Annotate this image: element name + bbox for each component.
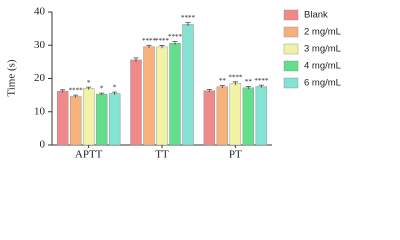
bar bbox=[143, 46, 155, 146]
significance-label: * bbox=[87, 79, 91, 87]
error-bar bbox=[112, 91, 118, 95]
legend-label: 4 mg/mL bbox=[304, 61, 341, 72]
bar bbox=[130, 59, 142, 146]
bar bbox=[108, 93, 121, 146]
bar bbox=[156, 46, 168, 146]
legend-swatch bbox=[283, 43, 299, 55]
legend-label: 2 mg/mL bbox=[304, 27, 341, 38]
significance-label: ** bbox=[245, 78, 253, 86]
y-axis-label: Time (s) bbox=[6, 59, 18, 97]
bar bbox=[95, 93, 108, 146]
y-tick-label: 40 bbox=[34, 6, 46, 18]
error-bar bbox=[172, 41, 178, 45]
error-bar bbox=[60, 89, 66, 93]
legend-swatch bbox=[283, 60, 299, 72]
error-bar bbox=[206, 89, 212, 93]
significance-label: * bbox=[100, 85, 104, 93]
significance-label: * bbox=[113, 84, 117, 92]
error-bar bbox=[86, 86, 92, 90]
error-bar bbox=[133, 57, 139, 62]
y-tick-label: 20 bbox=[34, 72, 46, 84]
error-bar bbox=[146, 44, 152, 48]
legend-swatch bbox=[283, 77, 299, 89]
error-bar bbox=[159, 45, 165, 49]
significance-label: **** bbox=[168, 33, 183, 41]
x-tick-label: APTT bbox=[75, 149, 103, 159]
error-bar bbox=[258, 84, 264, 88]
bar bbox=[229, 83, 242, 146]
error-bar bbox=[73, 94, 79, 98]
legend-swatch bbox=[283, 9, 299, 21]
error-bar bbox=[232, 81, 238, 86]
y-tick-label: 30 bbox=[34, 39, 46, 51]
significance-label: **** bbox=[155, 37, 170, 45]
bar bbox=[82, 88, 95, 146]
significance-label: **** bbox=[181, 14, 196, 22]
significance-label: **** bbox=[254, 77, 269, 85]
legend-swatch bbox=[283, 26, 299, 38]
bar bbox=[56, 90, 69, 146]
bar bbox=[182, 24, 194, 146]
bar bbox=[69, 96, 82, 146]
bar bbox=[216, 86, 229, 146]
significance-label: **** bbox=[228, 73, 243, 81]
error-bar bbox=[245, 86, 251, 90]
y-tick-label: 10 bbox=[34, 105, 46, 117]
bar bbox=[255, 86, 268, 146]
error-bar bbox=[185, 22, 191, 26]
error-bar bbox=[99, 92, 105, 96]
legend-label: 3 mg/mL bbox=[304, 44, 341, 55]
error-bar bbox=[219, 85, 225, 89]
legend-label: 6 mg/mL bbox=[304, 78, 341, 89]
y-tick-label: 0 bbox=[40, 139, 46, 151]
bar bbox=[169, 43, 181, 146]
bar bbox=[203, 90, 216, 146]
x-tick-label: PT bbox=[229, 149, 242, 159]
significance-label: **** bbox=[69, 87, 84, 95]
x-tick-label: TT bbox=[155, 149, 169, 159]
significance-label: **** bbox=[142, 37, 157, 45]
significance-label: ** bbox=[219, 77, 227, 85]
bar bbox=[242, 87, 255, 146]
legend-label: Blank bbox=[304, 10, 328, 21]
